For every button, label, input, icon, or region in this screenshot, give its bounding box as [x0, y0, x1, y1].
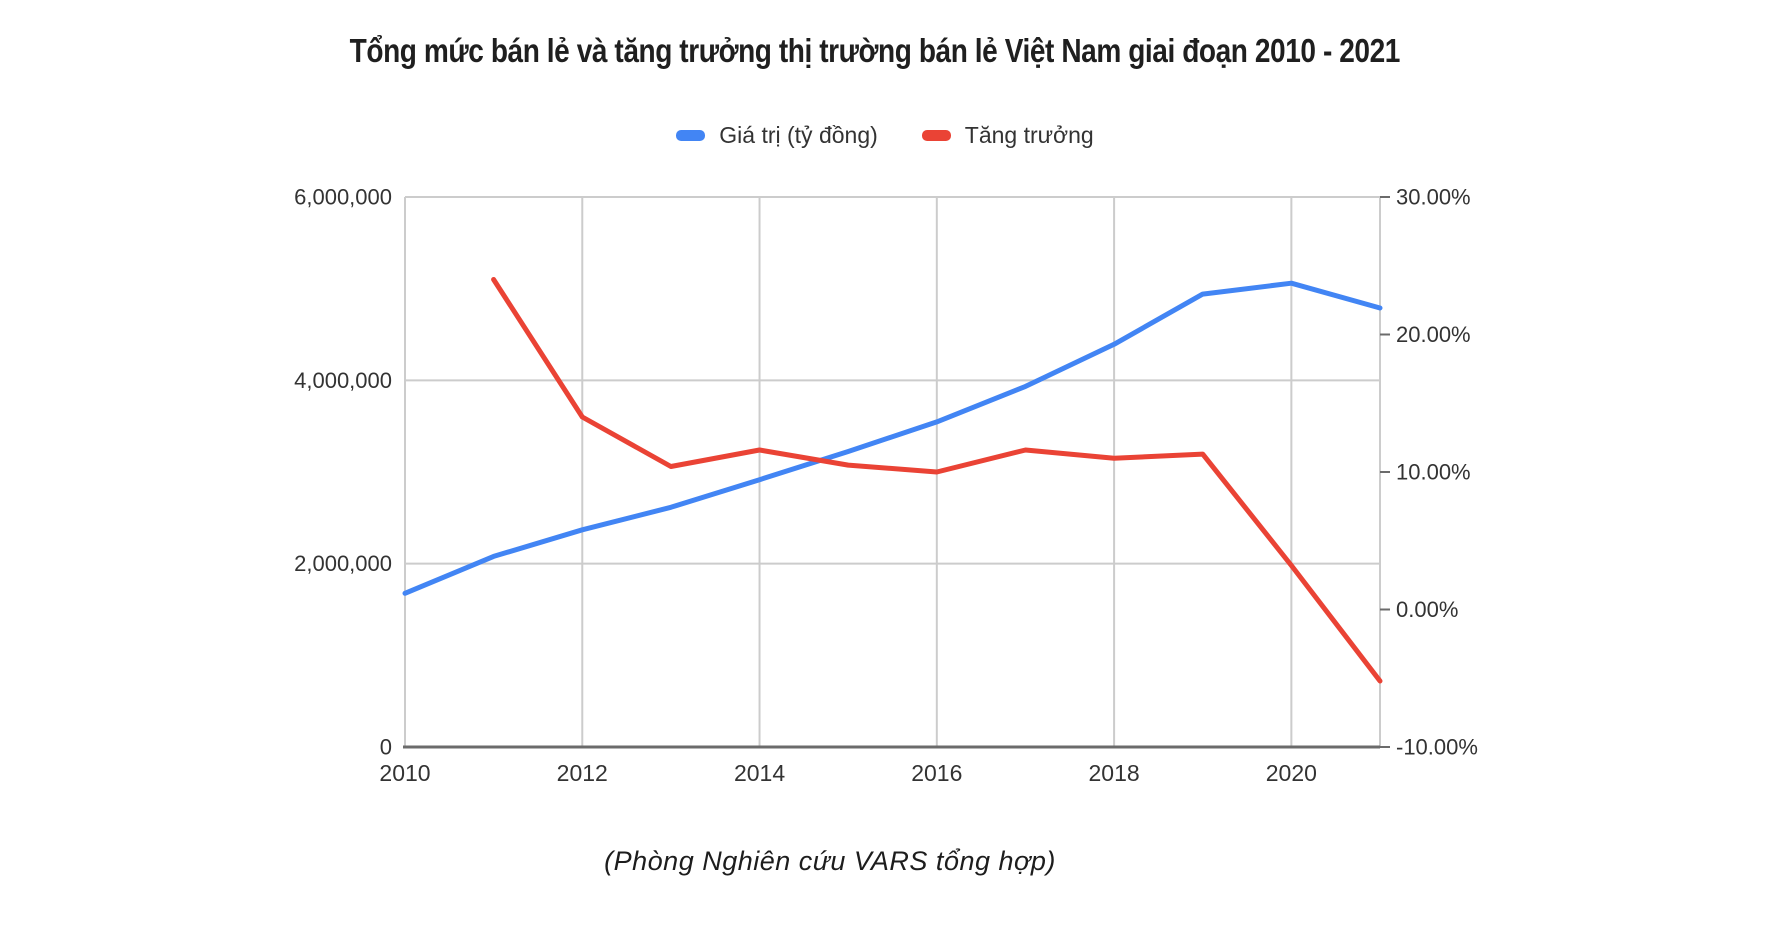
right-axis-label: -10.00% [1396, 735, 1478, 760]
x-axis-label: 2018 [1089, 760, 1140, 786]
legend-swatch-growth-icon [921, 130, 951, 141]
legend-label-growth: Tăng trưởng [964, 122, 1094, 148]
right-axis-label: 10.00% [1396, 460, 1471, 485]
right-axis-label: 0.00% [1396, 597, 1458, 622]
chart-title-text: Tổng mức bán lẻ và tăng trưởng thị trườn… [349, 32, 1401, 69]
legend-item-growth: Tăng trưởng [921, 122, 1094, 149]
right-axis-label: 30.00% [1396, 185, 1471, 210]
x-axis-label: 2016 [911, 760, 962, 786]
value-line-series [402, 280, 1383, 596]
left-axis-label: 0 [380, 735, 392, 760]
left-axis-label: 6,000,000 [294, 185, 392, 210]
x-axis-label: 2014 [734, 760, 785, 786]
left-axis-label: 4,000,000 [294, 368, 392, 393]
x-axis-label: 2010 [379, 760, 430, 786]
chart-title: Tổng mức bán lẻ và tăng trưởng thị trườn… [0, 32, 1750, 70]
legend-swatch-value-icon [676, 130, 706, 141]
right-axis-label: 20.00% [1396, 322, 1471, 347]
growth-line-series [491, 277, 1383, 684]
legend-label-value: Giá trị (tỷ đồng) [719, 122, 878, 148]
source-caption: (Phòng Nghiên cứu VARS tổng hợp) [604, 846, 1056, 876]
chart-legend: Giá trị (tỷ đồng) Tăng trưởng [0, 122, 1770, 149]
x-axis-label: 2020 [1266, 760, 1317, 786]
legend-item-value: Giá trị (tỷ đồng) [676, 122, 878, 149]
left-axis-label: 2,000,000 [294, 551, 392, 576]
x-axis-label: 2012 [557, 760, 608, 786]
